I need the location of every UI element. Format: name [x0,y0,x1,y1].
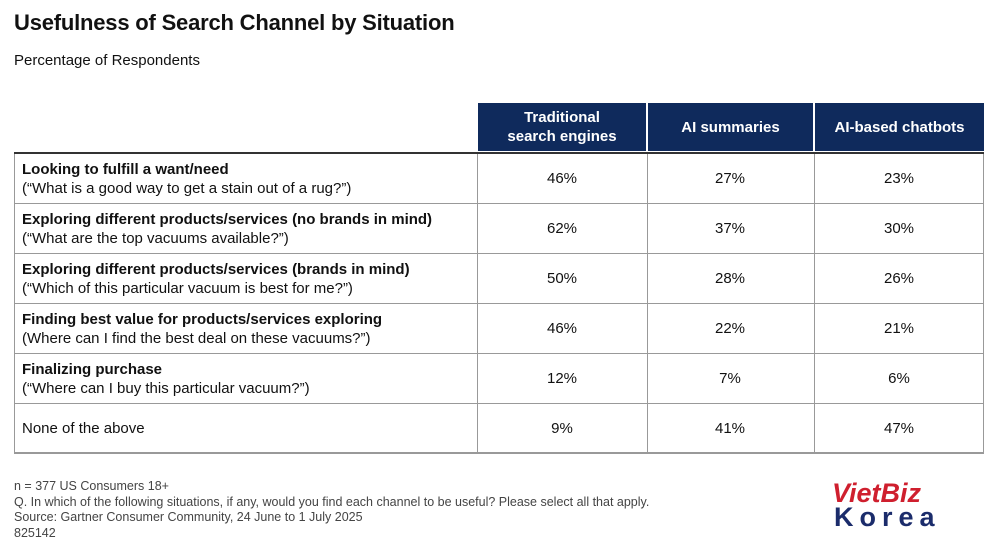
situation-label: Finding best value for products/services… [22,311,383,328]
cell-divider [14,404,15,452]
situation-example: (Where can I find the best deal on these… [22,330,371,347]
table-row: Finding best value for products/services… [14,304,984,354]
cell-divider [814,154,815,203]
cell-divider [477,204,478,253]
value-cell: 22% [714,320,746,337]
column-header-line: Traditional [524,109,600,126]
cell-divider [983,354,984,403]
value-cell: 47% [883,419,915,437]
value-cell: 26% [883,270,915,287]
cell-divider [477,254,478,303]
value-cell: 7% [719,370,741,387]
table-row: Looking to fulfill a want/need (“What is … [14,154,984,204]
cell-divider [814,354,815,403]
table-row: Exploring different products/services (n… [14,204,984,254]
cell-divider [14,254,15,303]
table-row: Finalizing purchase (“Where can I buy thi… [14,354,984,404]
value-cell: 62% [546,220,578,237]
value-cell: 23% [883,170,915,187]
value-cell: 30% [883,220,915,237]
cell-divider [647,154,648,203]
cell-divider [983,254,984,303]
situation-label: Exploring different products/services (n… [22,211,433,228]
cell-divider [983,404,984,452]
value-cell: 6% [888,370,910,387]
column-header-line: AI-based chatbots [834,118,965,136]
row-label: None of the above [22,419,145,438]
chart-title: Usefulness of Search Channel by Situatio… [14,10,455,35]
cell-divider [983,154,984,203]
value-cell: 21% [883,320,915,337]
situation-label: Looking to fulfill a want/need [22,161,229,178]
cell-divider [14,154,15,203]
cell-divider [477,354,478,403]
cell-divider [814,304,815,353]
cell-divider [647,304,648,353]
cell-divider [14,304,15,353]
cell-divider [477,154,478,203]
footnote-source: Source: Gartner Consumer Community, 24 J… [14,510,363,524]
footnotes: n = 377 US Consumers 18+ Q. In which of … [14,479,649,541]
value-cell: 12% [546,370,578,387]
footnote-sample: n = 377 US Consumers 18+ [14,479,169,493]
value-cell: 28% [714,270,746,287]
table-row: Exploring different products/services (b… [14,254,984,304]
column-header-line: search engines [507,128,617,145]
row-label: Finding best value for products/services… [22,310,382,348]
value-cell: 50% [546,270,578,287]
column-header-ai-chatbots: AI-based chatbots [815,103,984,151]
situation-example: (“What are the top vacuums available?”) [22,230,289,247]
cell-divider [983,304,984,353]
situation-label: Exploring different products/services (b… [22,261,410,278]
cell-divider [647,404,648,452]
row-label: Exploring different products/services (b… [22,260,410,298]
cell-divider [477,404,478,452]
cell-divider [814,404,815,452]
cell-divider [647,254,648,303]
cell-divider [14,354,15,403]
value-cell: 37% [714,220,746,237]
situation-example: (“What is a good way to get a stain out … [22,180,352,197]
value-cell: 46% [546,170,578,187]
footnote-id: 825142 [14,525,56,540]
value-cell: 27% [714,170,746,187]
data-table: Looking to fulfill a want/need (“What is … [14,152,984,454]
row-label: Finalizing purchase (“Where can I buy thi… [22,360,310,398]
row-label: Looking to fulfill a want/need (“What is … [22,160,351,198]
cell-divider [477,304,478,353]
cell-divider [14,204,15,253]
value-cell: 46% [546,320,578,337]
value-cell: 9% [551,419,573,437]
row-label: Exploring different products/services (n… [22,210,432,248]
cell-divider [647,204,648,253]
chart-subtitle: Percentage of Respondents [14,52,200,69]
situation-example: (“Where can I buy this particular vacuum… [22,380,310,397]
vietbiz-korea-logo: VietBiz Korea [832,478,960,532]
value-cell: 41% [714,419,746,437]
column-header-ai-summaries: AI summaries [648,103,813,151]
logo-line-2: Korea [834,502,941,532]
column-header-line: AI summaries [681,118,780,136]
cell-divider [647,354,648,403]
cell-divider [814,254,815,303]
cell-divider [983,204,984,253]
situation-label: None of the above [22,420,145,437]
logo-line-1: VietBiz [832,478,922,508]
cell-divider [814,204,815,253]
footnote-question: Q. In which of the following situations,… [14,494,650,509]
situation-example: (“Which of this particular vacuum is bes… [22,280,353,297]
column-header-traditional-search: Traditional search engines [478,103,646,151]
situation-label: Finalizing purchase [22,361,163,378]
table-row: None of the above 9% 41% 47% [14,404,984,454]
